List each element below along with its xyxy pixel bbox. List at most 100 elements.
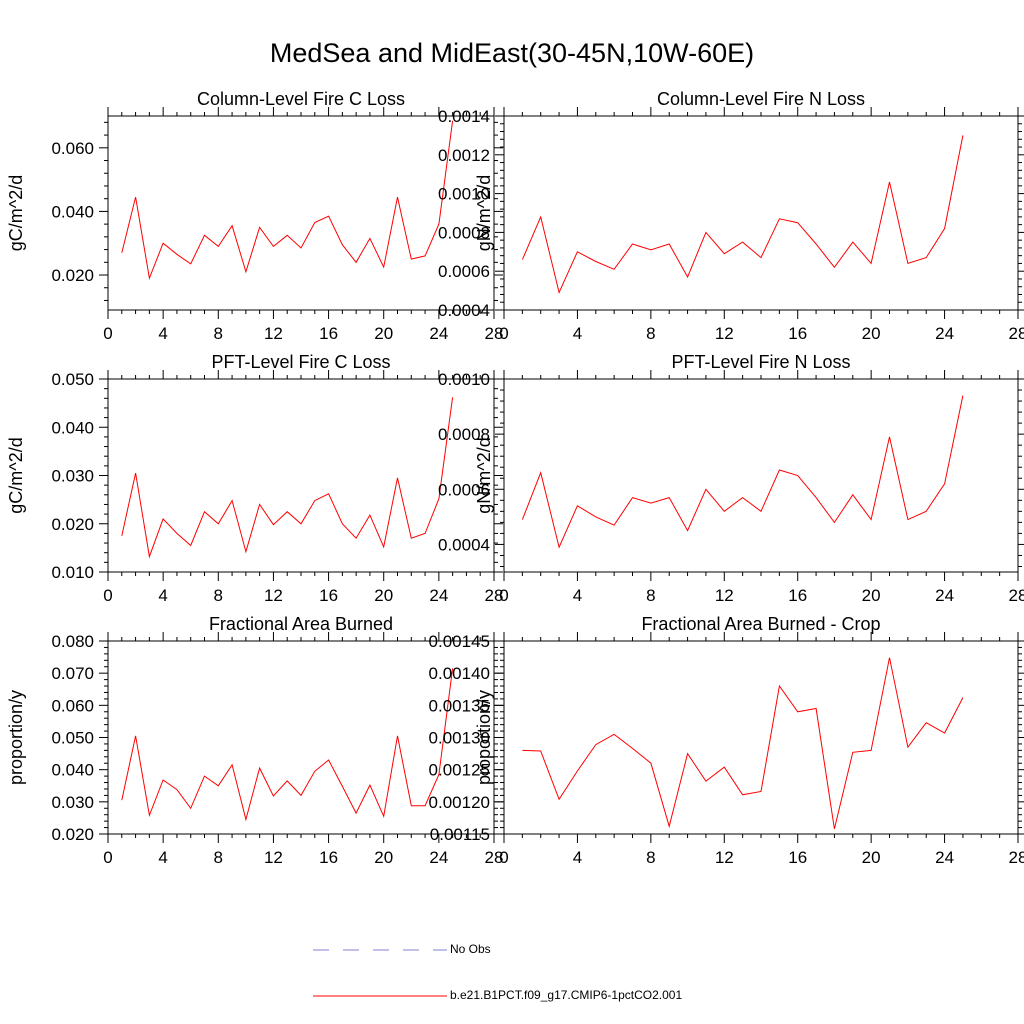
series-line — [521, 395, 964, 549]
chart-panel: Fractional Area Burned - Crop proportion/… — [429, 614, 1024, 867]
x-tick-label: 0 — [103, 848, 112, 867]
series-line — [121, 120, 454, 281]
x-tick-label: 4 — [573, 586, 582, 605]
chart-panel: PFT-Level Fire N Loss gN/m^2/d 0 4 8 12 16 20 24… — [438, 352, 1024, 605]
plot-frame — [107, 378, 495, 573]
panel-title: Column-Level Fire C Loss — [197, 89, 405, 109]
page-title: MedSea and MidEast(30-45N,10W-60E) — [269, 38, 755, 68]
y-tick-label: 0.050 — [51, 370, 94, 389]
y-tick-label: 0.0010 — [438, 370, 490, 389]
x-tick-label: 20 — [862, 848, 881, 867]
x-tick-label: 4 — [158, 586, 167, 605]
y-tick-label: 0.0008 — [438, 425, 490, 444]
series-line — [121, 397, 454, 559]
x-tick-label: 20 — [374, 848, 393, 867]
x-tick-label: 28 — [1009, 324, 1024, 343]
y-tick-label: 0.050 — [51, 729, 94, 748]
legend — [313, 949, 447, 997]
x-tick-label: 24 — [935, 324, 954, 343]
x-tick-label: 20 — [862, 324, 881, 343]
y-tick-label: 0.0004 — [438, 301, 490, 320]
y-tick-label: 0.080 — [51, 632, 94, 651]
x-tick-label: 16 — [788, 848, 807, 867]
y-tick-label: 0.040 — [51, 418, 94, 437]
y-axis-label: gN/m^2/d — [474, 175, 494, 251]
y-axis-label: gN/m^2/d — [474, 437, 494, 513]
panel-title: Fractional Area Burned — [209, 614, 393, 634]
plot-frame — [503, 640, 1019, 835]
x-tick-label: 16 — [319, 848, 338, 867]
y-tick-label: 0.0012 — [438, 146, 490, 165]
x-tick-label: 16 — [788, 586, 807, 605]
y-tick-label: 0.020 — [51, 266, 94, 285]
y-tick-label: 0.0008 — [438, 223, 490, 242]
y-tick-label: 0.060 — [51, 696, 94, 715]
x-tick-label: 8 — [214, 848, 223, 867]
x-tick-label: 8 — [214, 586, 223, 605]
x-tick-label: 0 — [499, 586, 508, 605]
x-tick-label: 12 — [264, 324, 283, 343]
x-tick-label: 0 — [499, 848, 508, 867]
x-tick-label: 12 — [715, 324, 734, 343]
panel-title: PFT-Level Fire N Loss — [671, 352, 850, 372]
x-tick-label: 8 — [646, 586, 655, 605]
plot-frame — [107, 115, 495, 311]
chart-panel: Column-Level Fire C Loss gC/m^2/d 0 4 8 12 16 2… — [6, 89, 503, 343]
x-tick-label: 20 — [862, 586, 881, 605]
y-tick-label: 0.020 — [51, 825, 94, 844]
y-tick-label: 0.020 — [51, 515, 94, 534]
y-tick-label: 0.010 — [51, 563, 94, 582]
x-tick-label: 28 — [1009, 586, 1024, 605]
plot-frame — [503, 115, 1019, 311]
x-tick-label: 8 — [214, 324, 223, 343]
x-tick-label: 24 — [429, 324, 448, 343]
x-tick-label: 0 — [499, 324, 508, 343]
x-tick-label: 16 — [788, 324, 807, 343]
chart-panels: Column-Level Fire C Loss gC/m^2/d 0 4 8 12 16 2… — [6, 89, 1024, 867]
plot-frame — [503, 378, 1019, 573]
y-axis-label: proportion/y — [6, 690, 26, 785]
legend-obs-label: No Obs — [450, 942, 491, 956]
x-tick-label: 0 — [103, 324, 112, 343]
x-tick-label: 28 — [485, 586, 504, 605]
x-tick-label: 0 — [103, 586, 112, 605]
x-tick-label: 8 — [646, 848, 655, 867]
x-tick-label: 4 — [573, 324, 582, 343]
y-tick-label: 0.030 — [51, 793, 94, 812]
chart-panel: Fractional Area Burned proportion/y 0 4 8 12 1… — [6, 614, 503, 867]
x-tick-label: 28 — [485, 324, 504, 343]
y-tick-label: 0.030 — [51, 467, 94, 486]
y-tick-label: 0.070 — [51, 664, 94, 683]
y-tick-label: 0.00125 — [429, 761, 490, 780]
y-tick-label: 0.040 — [51, 202, 94, 221]
chart-panel: PFT-Level Fire C Loss gC/m^2/d 0 4 8 12 16 20 24… — [6, 352, 503, 605]
y-tick-label: 0.00135 — [429, 696, 490, 715]
x-tick-label: 20 — [374, 324, 393, 343]
x-tick-label: 4 — [158, 324, 167, 343]
x-tick-label: 4 — [573, 848, 582, 867]
x-tick-label: 24 — [429, 848, 448, 867]
y-tick-label: 0.060 — [51, 139, 94, 158]
x-tick-label: 28 — [485, 848, 504, 867]
y-tick-label: 0.0006 — [438, 480, 490, 499]
x-tick-label: 24 — [935, 848, 954, 867]
y-tick-label: 0.00115 — [430, 825, 490, 844]
y-axis-label: proportion/y — [474, 690, 494, 785]
x-tick-label: 8 — [646, 324, 655, 343]
x-tick-label: 28 — [1009, 848, 1024, 867]
x-tick-label: 20 — [374, 586, 393, 605]
x-tick-label: 16 — [319, 586, 338, 605]
x-tick-label: 24 — [429, 586, 448, 605]
x-tick-label: 24 — [935, 586, 954, 605]
legend-model-label: b.e21.B1PCT.f09_g17.CMIP6-1pctCO2.001 — [450, 988, 683, 1002]
y-axis-label: gC/m^2/d — [6, 437, 26, 513]
y-tick-label: 0.00130 — [429, 729, 490, 748]
y-tick-label: 0.00120 — [429, 793, 490, 812]
panel-title: Fractional Area Burned - Crop — [641, 614, 880, 634]
series-line — [522, 657, 964, 830]
series-line — [521, 135, 964, 295]
x-tick-label: 16 — [319, 324, 338, 343]
y-tick-label: 0.00145 — [429, 632, 490, 651]
y-tick-label: 0.0004 — [438, 535, 490, 554]
